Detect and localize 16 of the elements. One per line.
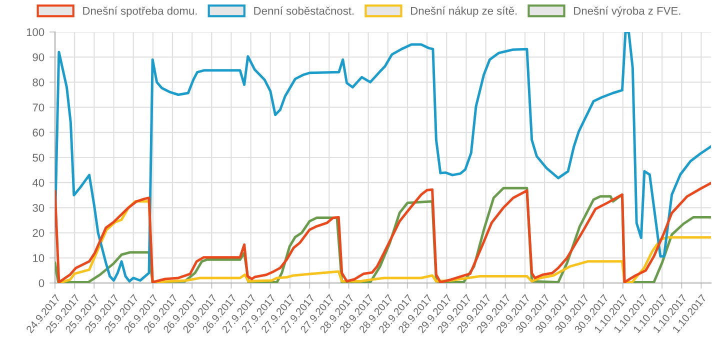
y-tick-label: 100: [26, 28, 44, 36]
y-tick-label: 10: [33, 254, 44, 262]
y-tick-label: 80: [32, 78, 44, 86]
y-tick-label: 20: [32, 229, 44, 237]
legend-label: Dnešní nákup ze sítě.: [411, 6, 517, 17]
legend-label: Dnešní výroba z FVE.: [574, 6, 680, 17]
y-tick-label: 0: [38, 279, 44, 288]
y-tick-label: 40: [32, 178, 44, 187]
y-tick-label: 30: [32, 204, 44, 212]
y-tick-label: 50: [32, 154, 44, 162]
y-tick-label: 70: [32, 104, 44, 112]
legend-label: Denní soběstačnost.: [254, 6, 354, 15]
legend-label: Dnešní spotřeba domu.: [83, 6, 197, 17]
line-series: [55, 32, 711, 282]
y-tick-label: 60: [32, 128, 44, 137]
y-tick-label: 90: [32, 53, 44, 62]
